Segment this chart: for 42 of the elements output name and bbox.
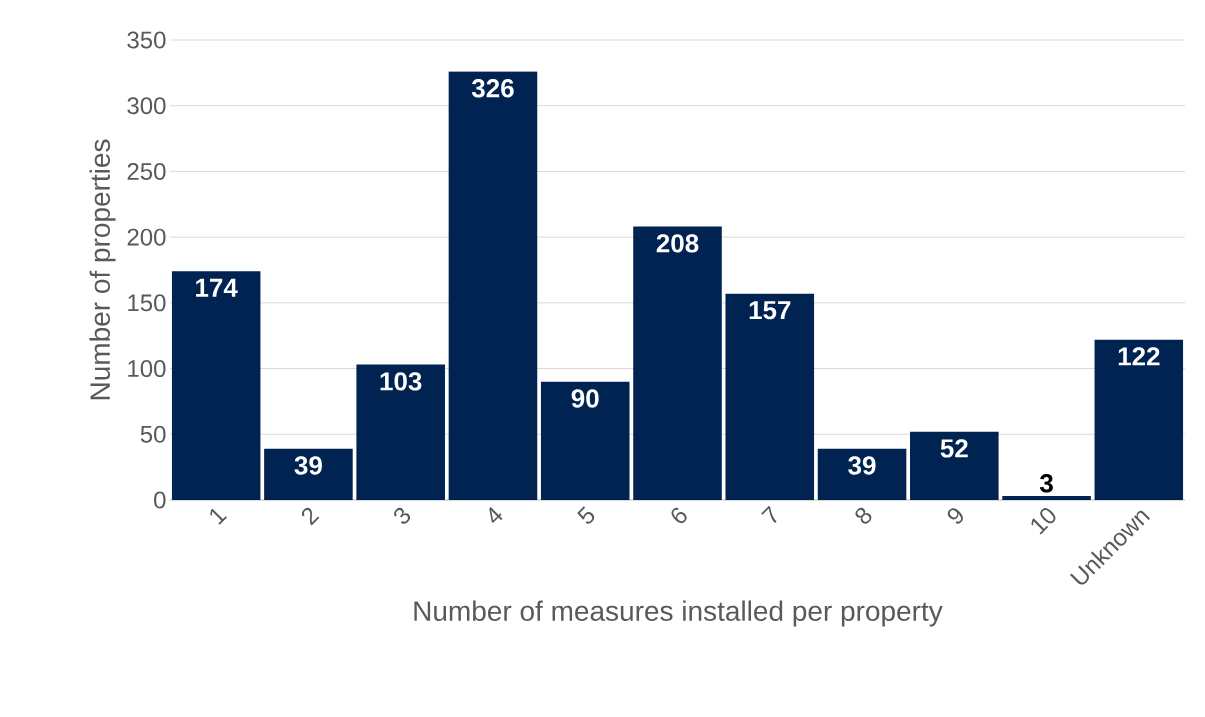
x-tick-label: 3 — [394, 507, 411, 524]
data-label: 39 — [294, 456, 322, 475]
y-tick-label: 150 — [128, 294, 166, 312]
data-label: 157 — [749, 301, 791, 320]
y-tick-label: 350 — [127, 31, 166, 49]
y-axis-title: Number of properties — [89, 139, 116, 400]
bar — [448, 71, 538, 500]
y-tick-label: 200 — [127, 228, 166, 246]
x-tick-label: 8 — [855, 507, 872, 524]
x-tick-label: 7 — [761, 505, 777, 524]
y-tick-label: 0 — [154, 491, 166, 509]
x-tick-label: 2 — [301, 507, 320, 526]
y-tick-label: 100 — [128, 360, 166, 378]
bar — [171, 271, 261, 500]
bar — [264, 448, 353, 500]
data-label: 122 — [1118, 347, 1160, 366]
x-tick-label: 6 — [671, 507, 687, 524]
bar — [910, 431, 999, 500]
x-tick-label: 1 — [210, 508, 227, 525]
x-tick-label: 4 — [489, 507, 503, 524]
data-label: 39 — [848, 456, 876, 475]
bar — [540, 381, 630, 500]
x-tick-label: 9 — [947, 508, 963, 524]
data-label: 52 — [940, 439, 968, 458]
bar — [356, 364, 445, 500]
y-tick-label: 250 — [127, 162, 166, 180]
data-label: 174 — [196, 278, 238, 297]
data-label: 208 — [656, 234, 699, 253]
x-axis-title: Number of measures installed per property — [414, 600, 943, 627]
bar — [633, 226, 722, 500]
x-tick-label: 5 — [577, 506, 595, 524]
y-tick-label: 50 — [140, 425, 166, 443]
data-label: 90 — [571, 389, 599, 408]
data-label: 103 — [380, 372, 422, 391]
bar — [725, 293, 815, 500]
y-tick-label: 300 — [127, 97, 166, 115]
bar — [1002, 496, 1091, 500]
bar — [817, 448, 907, 500]
x-tick-label: 10 — [1031, 508, 1056, 535]
bar — [1094, 339, 1184, 500]
data-label: 3 — [1039, 474, 1053, 493]
data-label: 326 — [471, 79, 514, 98]
